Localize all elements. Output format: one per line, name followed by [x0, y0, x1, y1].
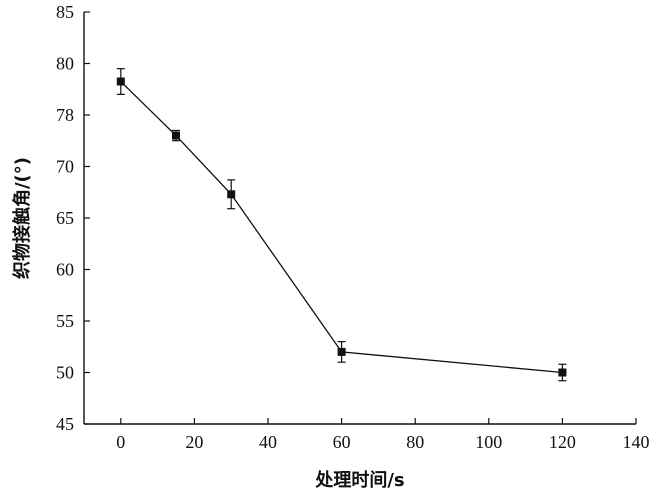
axes — [83, 12, 636, 425]
data-point — [172, 131, 180, 140]
x-tick-label: 120 — [549, 432, 576, 452]
data-point — [116, 77, 125, 86]
x-tick-label: 20 — [185, 432, 203, 452]
x-tick-label: 60 — [333, 432, 351, 452]
y-tick-label: 45 — [56, 414, 74, 434]
data-point — [558, 368, 567, 377]
y-ticks: 45 50 55 60 65 70 78 80 85 — [56, 2, 90, 434]
data-point — [227, 190, 236, 199]
y-tick-label: 65 — [56, 208, 74, 228]
y-tick-label: 85 — [56, 2, 74, 22]
x-tick-label: 0 — [116, 432, 125, 452]
y-tick-label: 78 — [56, 105, 74, 125]
y-axis-title: 织物接触角/(°) — [11, 157, 33, 279]
x-ticks: 0 20 40 60 80 100 120 140 — [116, 418, 650, 452]
y-tick-label: 80 — [56, 54, 74, 74]
x-tick-label: 100 — [475, 432, 502, 452]
data-point — [337, 347, 346, 356]
y-tick-label: 60 — [56, 260, 74, 280]
x-tick-label: 40 — [259, 432, 277, 452]
y-tick-label: 70 — [56, 157, 74, 177]
x-axis-title: 处理时间/s — [314, 469, 404, 491]
x-tick-label: 80 — [406, 432, 424, 452]
x-tick-label: 140 — [623, 432, 650, 452]
y-tick-label: 50 — [56, 363, 74, 383]
y-tick-label: 55 — [56, 311, 74, 331]
series-line — [120, 81, 563, 374]
series-group — [116, 68, 567, 382]
